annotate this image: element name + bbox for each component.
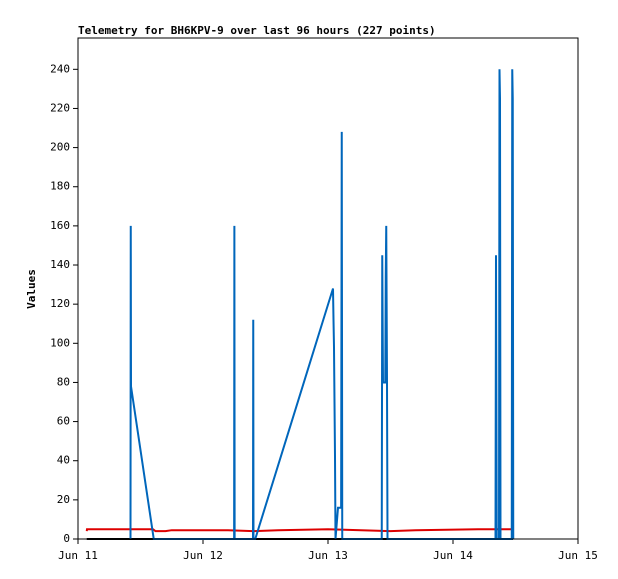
y-tick-label: 200 <box>50 141 70 154</box>
y-tick-label: 0 <box>63 532 70 545</box>
y-tick-label: 80 <box>57 375 70 388</box>
plot-frame <box>77 37 579 540</box>
x-tick-label: Jun 15 <box>558 549 598 562</box>
x-tick-label: Jun 11 <box>58 549 98 562</box>
y-tick-label: 100 <box>50 336 70 349</box>
y-tick-label: 60 <box>57 415 70 428</box>
chart-title: Telemetry for BH6KPV-9 over last 96 hour… <box>78 24 436 37</box>
y-axis-label: Values <box>25 269 38 309</box>
y-tick-label: 40 <box>57 454 70 467</box>
y-tick-label: 20 <box>57 493 70 506</box>
y-tick-label: 120 <box>50 297 70 310</box>
y-tick-label: 240 <box>50 62 70 75</box>
y-tick-label: 220 <box>50 101 70 114</box>
x-tick-label: Jun 12 <box>183 549 223 562</box>
series-line <box>85 528 513 533</box>
y-tick-label: 140 <box>50 258 70 271</box>
x-tick-label: Jun 14 <box>433 549 473 562</box>
x-tick-label: Jun 13 <box>308 549 348 562</box>
y-tick-label: 180 <box>50 180 70 193</box>
y-tick-label: 160 <box>50 219 70 232</box>
